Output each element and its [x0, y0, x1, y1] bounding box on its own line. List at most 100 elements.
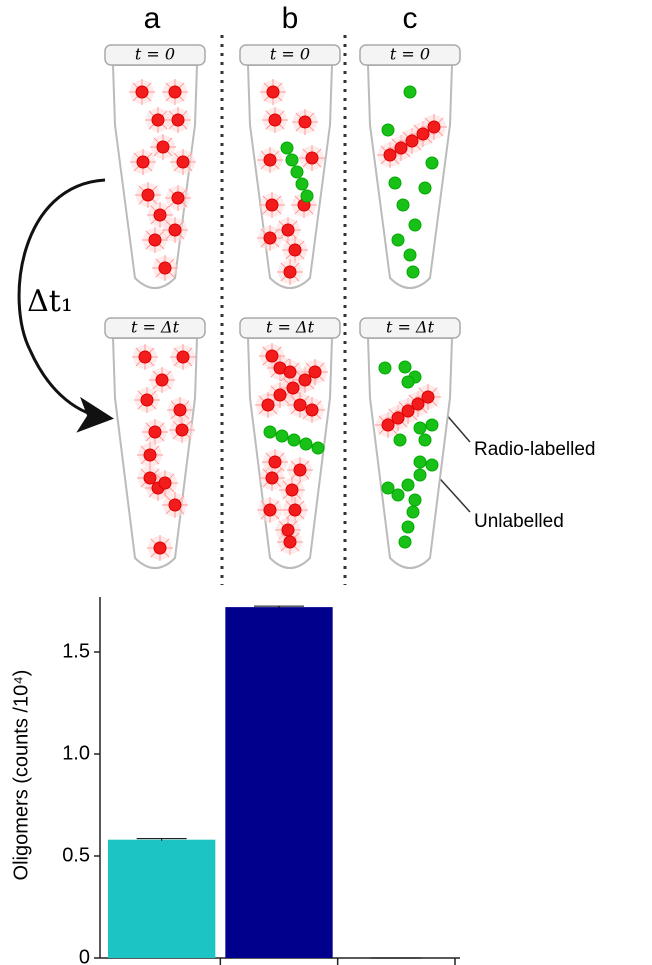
tube-label: t = 0	[270, 45, 310, 64]
unlabelled-particle	[419, 434, 431, 446]
labelled-particle	[309, 366, 321, 378]
unlabelled-particle	[399, 361, 411, 373]
labelled-particle	[172, 114, 184, 126]
labelled-particle	[176, 424, 188, 436]
unlabelled-particle	[301, 190, 313, 202]
tube-label: t = Δt	[266, 318, 315, 337]
labelled-particle	[149, 234, 161, 246]
labelled-particle	[264, 232, 276, 244]
labelled-particle	[284, 536, 296, 548]
labelled-particle	[139, 351, 151, 363]
unlabelled-particle	[397, 199, 409, 211]
tube-label: t = Δt	[131, 318, 180, 337]
labelled-particle	[169, 499, 181, 511]
y-tick-label: 0.5	[62, 844, 90, 866]
unlabelled-particle	[281, 142, 293, 154]
tube-label: t = Δt	[386, 318, 435, 337]
unlabelled-particle	[382, 124, 394, 136]
labelled-particle	[299, 374, 311, 386]
labelled-particle	[289, 244, 301, 256]
unlabelled-particle	[407, 506, 419, 518]
labelled-particle	[274, 389, 286, 401]
unlabelled-particle	[409, 219, 421, 231]
unlabelled-particle	[312, 442, 324, 454]
labelled-particle	[177, 156, 189, 168]
labelled-particle	[406, 135, 418, 147]
labelled-particle	[287, 382, 299, 394]
labelled-particle	[417, 128, 429, 140]
labelled-particle	[169, 224, 181, 236]
unlabelled-particle	[399, 536, 411, 548]
labelled-particle	[157, 141, 169, 153]
unlabelled-particle	[288, 434, 300, 446]
labelled-particle	[169, 86, 181, 98]
labelled-particle	[154, 542, 166, 554]
unlabelled-particle	[404, 86, 416, 98]
labelled-particle	[149, 426, 161, 438]
unlabelled-particle	[402, 376, 414, 388]
labelled-particle	[172, 192, 184, 204]
y-tick-label: 0	[79, 946, 90, 965]
labelled-particle	[177, 351, 189, 363]
labelled-particle	[286, 484, 298, 496]
labelled-particle	[156, 374, 168, 386]
labelled-particle	[422, 391, 434, 403]
unlabelled-particle	[389, 177, 401, 189]
unlabelled-particle	[392, 234, 404, 246]
labelled-particle	[266, 472, 278, 484]
figure: a b c Δt₁ Radio-labelled Unlabelled t = …	[0, 0, 652, 965]
unlabelled-particle	[426, 157, 438, 169]
unlabelled-particle	[409, 494, 421, 506]
labelled-particle	[142, 189, 154, 201]
tube-label: t = 0	[135, 45, 175, 64]
labelled-particle	[267, 86, 279, 98]
column-label: c	[403, 2, 418, 35]
labelled-particle	[174, 404, 186, 416]
labelled-particle	[284, 366, 296, 378]
labelled-particle	[152, 114, 164, 126]
labelled-particle	[282, 524, 294, 536]
unlabelled-particle	[276, 430, 288, 442]
labelled-particle	[264, 154, 276, 166]
labelled-particle	[428, 121, 440, 133]
labelled-particle	[384, 149, 396, 161]
labelled-particle	[395, 142, 407, 154]
labelled-particle	[282, 224, 294, 236]
labelled-particle	[284, 266, 296, 278]
labelled-particle	[264, 504, 276, 516]
unlabelled-particle	[291, 166, 303, 178]
callout: Unlabelled	[474, 511, 564, 532]
labelled-particle	[137, 156, 149, 168]
unlabelled-particle	[402, 479, 414, 491]
labelled-particle	[299, 116, 311, 128]
unlabelled-particle	[300, 438, 312, 450]
labelled-particle	[262, 399, 274, 411]
labelled-particle	[141, 394, 153, 406]
labelled-particle	[144, 449, 156, 461]
y-tick-label: 1.5	[62, 640, 90, 662]
labelled-particle	[289, 504, 301, 516]
unlabelled-particle	[286, 154, 298, 166]
unlabelled-particle	[419, 182, 431, 194]
labelled-particle	[154, 209, 166, 221]
bar-chart: Oligomers (counts /10⁴) 00.51.01.5	[10, 597, 460, 965]
callout: Radio-labelled	[474, 439, 595, 460]
labelled-particle	[144, 472, 156, 484]
unlabelled-particle	[379, 362, 391, 374]
unlabelled-particle	[392, 489, 404, 501]
column-label: a	[144, 2, 161, 35]
labelled-particle	[294, 464, 306, 476]
unlabelled-particle	[394, 434, 406, 446]
labelled-particle	[136, 86, 148, 98]
labelled-particle	[159, 262, 171, 274]
bar	[108, 840, 215, 958]
labelled-particle	[306, 404, 318, 416]
unlabelled-particle	[296, 178, 308, 190]
unlabelled-particle	[414, 469, 426, 481]
unlabelled-particle	[404, 249, 416, 261]
labelled-particle	[294, 399, 306, 411]
page: {"diagram":{"columns":["a","b","c"], "tu…	[0, 0, 652, 965]
labelled-particle	[266, 199, 278, 211]
y-axis-label: Oligomers (counts /10⁴)	[10, 670, 32, 881]
unlabelled-particle	[426, 419, 438, 431]
